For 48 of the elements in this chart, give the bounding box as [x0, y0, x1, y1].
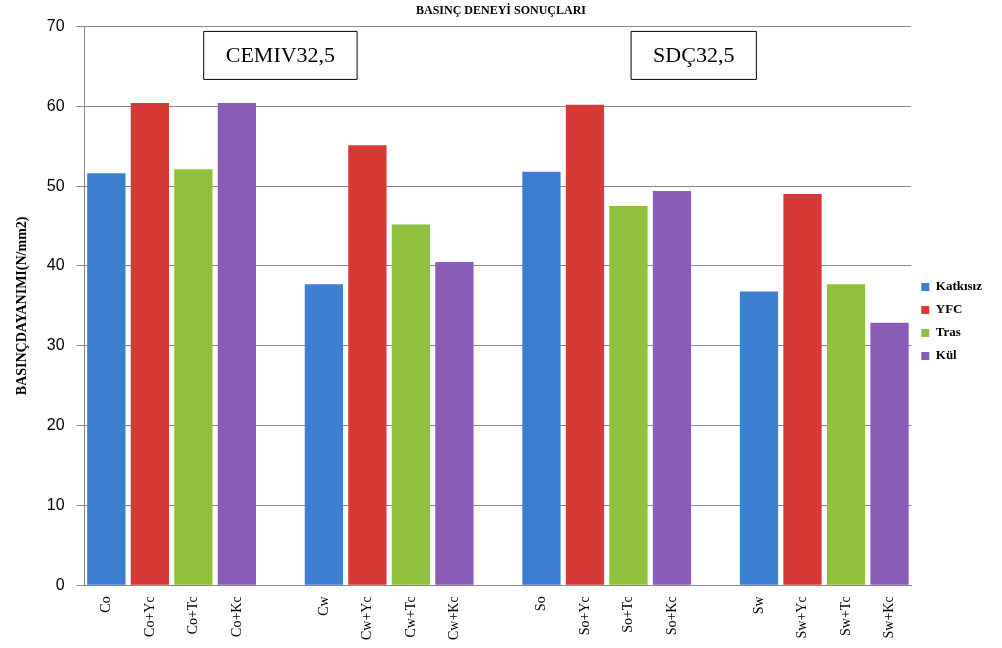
x-tick-label: So — [533, 596, 549, 612]
x-tick-label: So+Kc — [663, 596, 679, 636]
y-tick-label: 10 — [46, 495, 65, 513]
bar — [435, 261, 474, 585]
bar — [391, 224, 431, 585]
legend-label: YFC — [935, 301, 963, 317]
y-axis-title: BASINÇDAYANIMI(N/mm2) — [14, 216, 31, 396]
bar — [870, 322, 909, 585]
x-tick-label: So+Tc — [620, 596, 636, 633]
x-tick-label: Sw+Tc — [837, 596, 853, 636]
annotation: SDÇ32,5 — [653, 42, 735, 68]
x-tick-label: Co — [98, 596, 114, 613]
bar — [130, 103, 170, 585]
bar — [217, 103, 257, 585]
bar — [348, 145, 387, 585]
bar — [87, 173, 126, 585]
x-tick-label: Cw+Yc — [359, 596, 375, 640]
bar — [565, 104, 605, 585]
legend-label: Kül — [935, 347, 958, 363]
legend-label: Katkısız — [935, 278, 983, 294]
bar — [739, 291, 779, 585]
x-tick-label: Sw+Yc — [794, 596, 810, 639]
y-tick-label: 70 — [46, 16, 65, 34]
y-tick-label: 40 — [46, 256, 65, 274]
x-tick-label: Sw+Kc — [881, 596, 897, 639]
bar — [652, 190, 692, 585]
chart-title: BASINÇ DENEYİ SONUÇLARI — [415, 3, 587, 18]
bar — [304, 284, 344, 585]
x-tick-label: Co+Tc — [185, 596, 201, 635]
x-tick-label: Cw+Kc — [446, 596, 462, 640]
x-tick-label: Co+Kc — [228, 596, 244, 637]
x-tick-label: Co+Yc — [141, 596, 157, 637]
x-tick-label: Cw+Tc — [402, 596, 418, 638]
bar — [174, 169, 213, 585]
y-tick-label: 60 — [46, 96, 65, 114]
x-tick-label: Sw — [750, 595, 766, 615]
y-tick-label: 20 — [46, 416, 65, 434]
y-tick-label: 0 — [55, 575, 65, 593]
y-tick-label: 30 — [46, 336, 65, 354]
bar — [522, 171, 561, 585]
x-tick-label: So+Yc — [576, 596, 592, 636]
legend-label: Tras — [935, 324, 961, 340]
bar — [609, 206, 648, 585]
bar — [783, 194, 822, 585]
y-tick-label: 50 — [46, 176, 65, 194]
x-tick-label: Cw — [315, 595, 331, 616]
bar — [826, 284, 866, 585]
annotation: CEMIV32,5 — [225, 42, 336, 68]
